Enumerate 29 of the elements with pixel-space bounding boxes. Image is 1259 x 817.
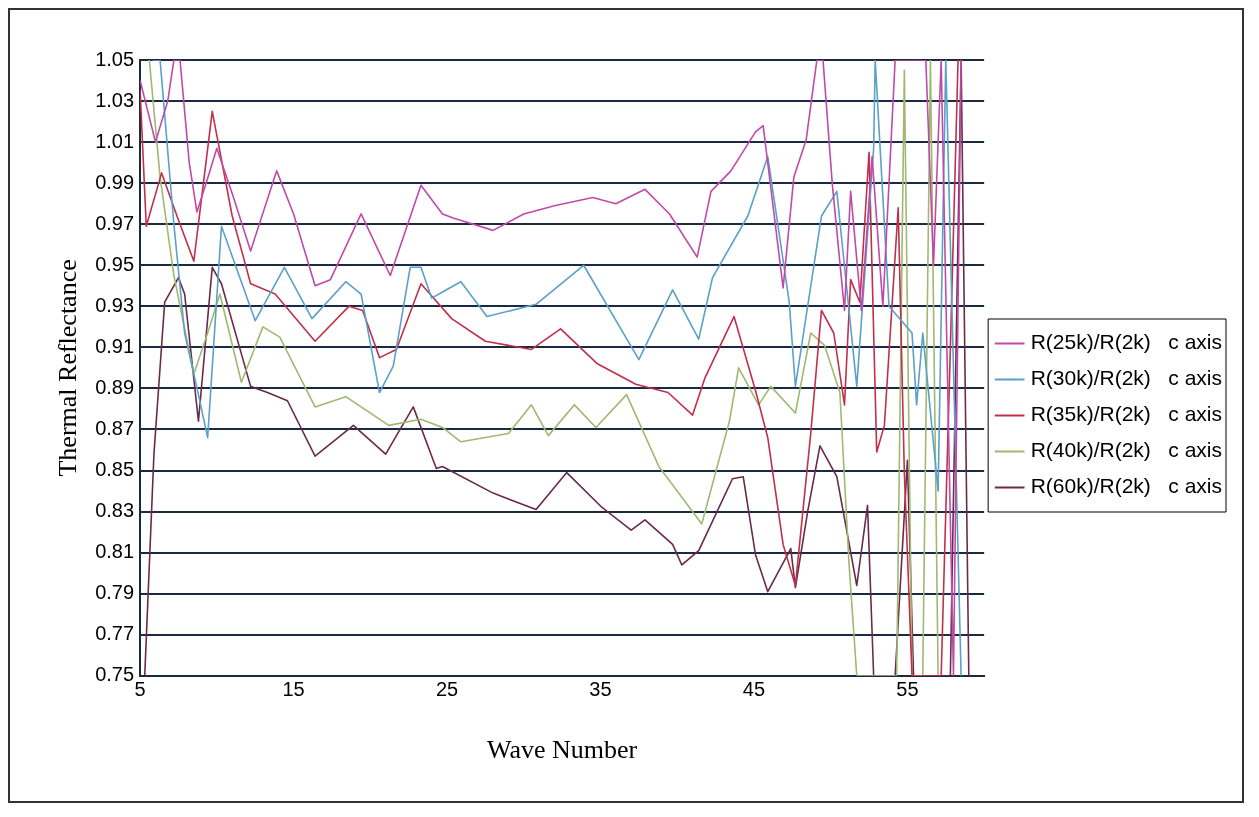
y-tick-label: 0.91 [95, 334, 135, 357]
y-tick-label: 1.03 [95, 88, 135, 111]
legend-label: R(25k)/R(2k) c axis [1030, 330, 1222, 354]
x-tick-label: 15 [282, 678, 305, 701]
y-tick-label: 0.83 [95, 499, 135, 522]
y-tick-label: 0.81 [95, 540, 135, 563]
y-axis-title: Thermal Reflectance [53, 259, 83, 477]
y-tick-label: 0.95 [95, 252, 135, 275]
y-tick-label: 0.85 [95, 458, 135, 481]
x-tick-label: 45 [742, 678, 766, 701]
y-tick-label: 0.89 [95, 375, 135, 398]
x-tick-label: 25 [435, 678, 459, 701]
y-tick-label: 0.75 [95, 663, 135, 686]
y-tick-label: 1.05 [95, 47, 135, 70]
legend-label: R(40k)/R(2k) c axis [1030, 438, 1222, 462]
y-tick-label: 0.99 [95, 170, 135, 193]
y-tick-label: 1.01 [95, 129, 135, 152]
legend-label: R(35k)/R(2k) c axis [1030, 402, 1222, 426]
legend-label: R(30k)/R(2k) c axis [1030, 366, 1222, 390]
legend-label: R(60k)/R(2k) c axis [1030, 474, 1222, 498]
x-tick-label: 35 [589, 678, 612, 701]
y-tick-label: 0.77 [95, 622, 135, 645]
x-tick-label: 5 [134, 678, 146, 701]
y-tick-label: 0.93 [95, 293, 135, 316]
x-axis-title: Wave Number [487, 735, 638, 765]
y-tick-label: 0.87 [95, 417, 135, 439]
x-tick-label: 55 [896, 678, 919, 701]
y-tick-label: 0.79 [95, 581, 135, 604]
y-tick-label: 0.97 [95, 211, 135, 234]
